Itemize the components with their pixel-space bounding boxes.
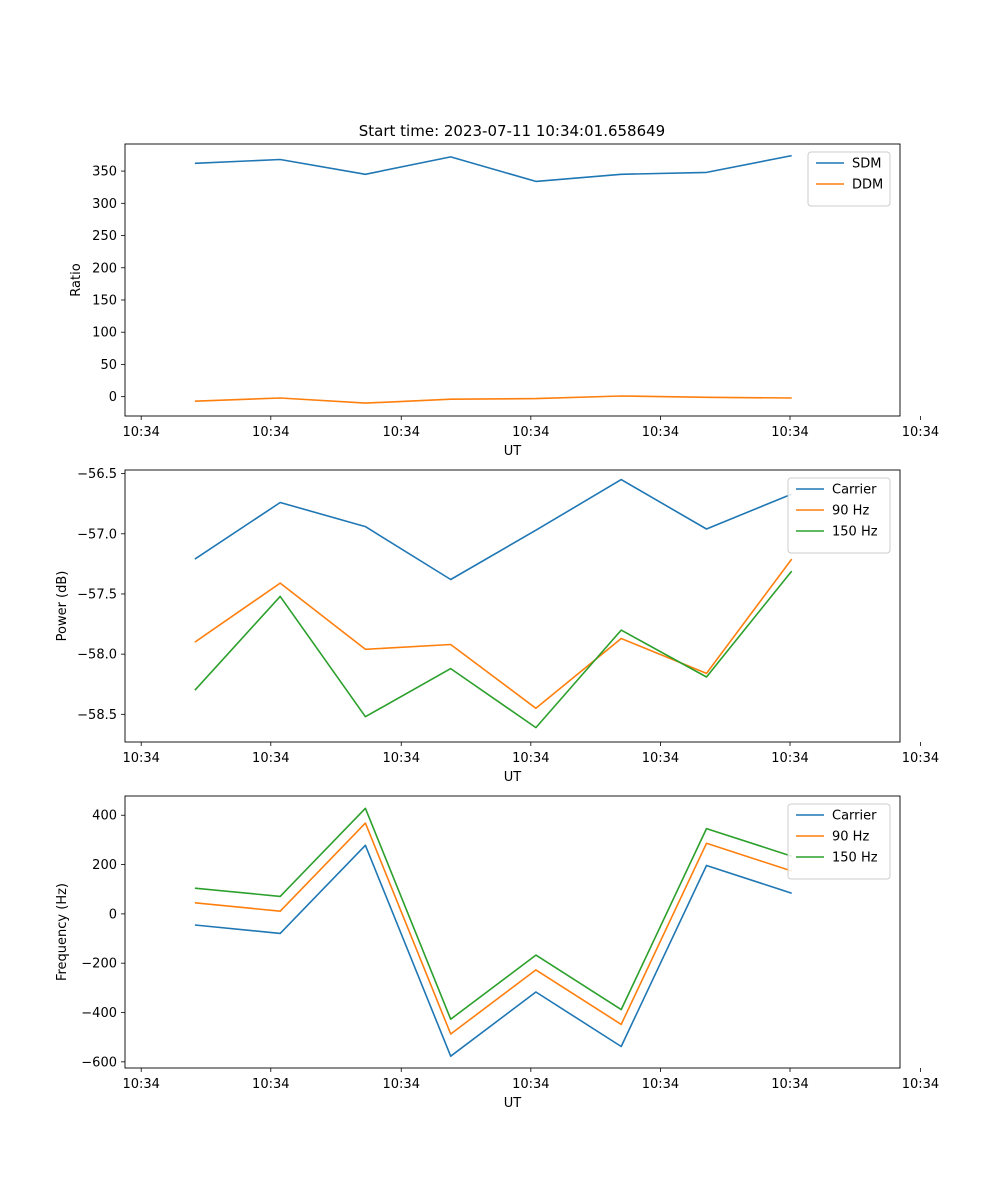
axes-frame bbox=[124, 143, 901, 417]
x-tick-label: 10:34 bbox=[383, 1077, 420, 1092]
y-tick-label: −56.5 bbox=[77, 467, 117, 482]
x-tick-label: 10:34 bbox=[122, 425, 159, 440]
legend-box bbox=[787, 477, 891, 554]
x-tick-label: 10:34 bbox=[252, 425, 289, 440]
y-tick-label: 0 bbox=[109, 390, 117, 405]
y-tick-label: 250 bbox=[92, 229, 117, 244]
x-tick-label: 10:34 bbox=[642, 1077, 679, 1092]
legend-box bbox=[787, 803, 891, 880]
figure-title: Start time: 2023-07-11 10:34:01.658649 bbox=[359, 122, 665, 140]
x-tick-label: 10:34 bbox=[902, 1077, 939, 1092]
series-line-ddm bbox=[194, 395, 792, 404]
axes-frame bbox=[124, 469, 901, 743]
x-axis-label: UT bbox=[504, 444, 522, 459]
legend-label: DDM bbox=[852, 178, 883, 193]
x-tick-label: 10:34 bbox=[383, 751, 420, 766]
x-tick-label: 10:34 bbox=[252, 751, 289, 766]
y-tick-label: −200 bbox=[81, 957, 117, 972]
x-axis-label: UT bbox=[504, 1096, 522, 1111]
x-tick-label: 10:34 bbox=[512, 751, 549, 766]
x-tick-label: 10:34 bbox=[512, 1077, 549, 1092]
x-tick-label: 10:34 bbox=[383, 425, 420, 440]
x-tick-label: 10:34 bbox=[771, 425, 808, 440]
axes-frame bbox=[124, 795, 901, 1069]
y-tick-label: 100 bbox=[92, 326, 117, 341]
legend-label: SDM bbox=[852, 157, 881, 172]
series-line-90-hz bbox=[194, 558, 793, 710]
x-tick-label: 10:34 bbox=[642, 425, 679, 440]
y-tick-label: 350 bbox=[92, 165, 117, 180]
y-axis-label: Ratio bbox=[69, 263, 84, 296]
legend-label: 150 Hz bbox=[832, 851, 878, 866]
legend-label: 90 Hz bbox=[832, 830, 869, 845]
y-tick-label: 200 bbox=[92, 858, 117, 873]
x-tick-label: 10:34 bbox=[122, 751, 159, 766]
x-tick-label: 10:34 bbox=[902, 425, 939, 440]
x-tick-label: 10:34 bbox=[771, 1077, 808, 1092]
x-tick-label: 10:34 bbox=[252, 1077, 289, 1092]
y-tick-label: 0 bbox=[109, 907, 117, 922]
series-line-carrier bbox=[194, 844, 792, 1057]
y-tick-label: −58.5 bbox=[77, 708, 117, 723]
y-tick-label: 200 bbox=[92, 261, 117, 276]
chart-panel-3: 10:34 10:34 10:34 10:34 10:34 10:34 10:34 −600 −… bbox=[55, 795, 939, 1111]
y-tick-label: 150 bbox=[92, 293, 117, 308]
y-tick-label: −57.5 bbox=[77, 587, 117, 602]
x-tick-label: 10:34 bbox=[642, 751, 679, 766]
legend-label: Carrier bbox=[832, 483, 877, 498]
y-tick-label: −600 bbox=[81, 1055, 117, 1070]
series-line-150-hz bbox=[194, 570, 793, 729]
y-tick-label: 300 bbox=[92, 197, 117, 212]
chart-panels: 10:34 10:34 10:34 10:34 10:34 10:34 10:34 0 50 10… bbox=[55, 143, 939, 1111]
legend: Carrier 90 Hz 150 Hz bbox=[787, 477, 891, 554]
y-tick-label: 400 bbox=[92, 809, 117, 824]
series-line-sdm bbox=[194, 154, 792, 183]
y-tick-label: −57.0 bbox=[77, 527, 117, 542]
x-tick-label: 10:34 bbox=[771, 751, 808, 766]
chart-panel-1: 10:34 10:34 10:34 10:34 10:34 10:34 10:34 0 50 10… bbox=[69, 143, 939, 459]
legend-label: 90 Hz bbox=[832, 504, 869, 519]
legend: Carrier 90 Hz 150 Hz bbox=[787, 803, 891, 880]
series-line-carrier bbox=[194, 478, 793, 581]
legend: SDM DDM bbox=[807, 151, 891, 207]
series-line-150-hz bbox=[194, 807, 792, 1021]
series-line-90-hz bbox=[194, 822, 792, 1035]
y-axis-label: Frequency (Hz) bbox=[55, 883, 70, 981]
x-tick-label: 10:34 bbox=[512, 425, 549, 440]
x-tick-label: 10:34 bbox=[902, 751, 939, 766]
legend-label: Carrier bbox=[832, 809, 877, 824]
y-tick-label: −58.0 bbox=[77, 648, 117, 663]
x-tick-label: 10:34 bbox=[122, 1077, 159, 1092]
y-tick-label: 50 bbox=[100, 358, 117, 373]
y-tick-label: −400 bbox=[81, 1006, 117, 1021]
chart-panel-2: 10:34 10:34 10:34 10:34 10:34 10:34 10:34 −58.5… bbox=[55, 467, 939, 785]
y-axis-label: Power (dB) bbox=[55, 571, 70, 642]
legend-box bbox=[807, 151, 891, 207]
x-axis-label: UT bbox=[504, 770, 522, 785]
legend-label: 150 Hz bbox=[832, 525, 878, 540]
